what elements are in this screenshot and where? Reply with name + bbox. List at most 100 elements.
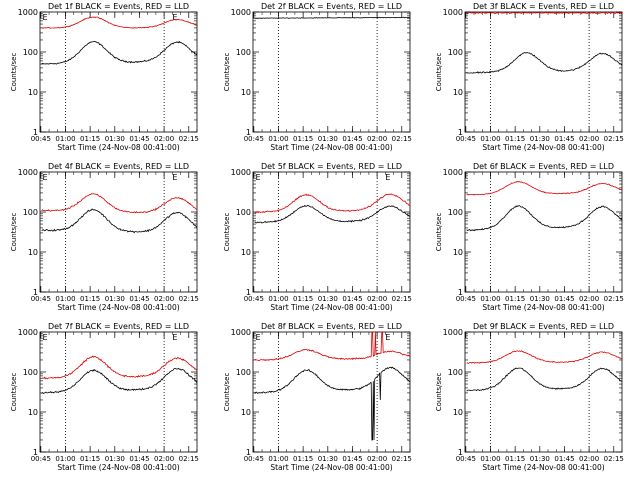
- x-tick-label: 02:15: [179, 135, 199, 143]
- plot-panel-5: Det 5f BLACK = Events, RED = LLD 1 10 100 10…: [223, 162, 412, 312]
- x-tick-label: 01:15: [293, 135, 313, 143]
- x-axis-label: Start Time (24-Nov-08 00:41:00): [57, 303, 179, 312]
- plot-title: Det 6f BLACK = Events, RED = LLD: [473, 162, 614, 171]
- y-axis-label: Counts/sec: [223, 53, 231, 92]
- event-marker-label: E: [42, 173, 47, 182]
- x-tick-label: 02:00: [579, 135, 599, 143]
- x-axis-label: Start Time (24-Nov-08 00:41:00): [482, 303, 604, 312]
- x-tick-label: 01:15: [505, 135, 525, 143]
- y-tick-label: 1000: [18, 328, 38, 337]
- plot-frame: [252, 331, 411, 453]
- plot-title: Det 1f BLACK = Events, RED = LLD: [48, 2, 189, 11]
- x-tick-label: 01:15: [293, 455, 313, 463]
- y-tick-label: 1: [246, 288, 251, 297]
- x-tick-label: 01:45: [342, 295, 362, 303]
- x-tick-label: 01:30: [318, 135, 338, 143]
- series-line-events: [466, 52, 622, 74]
- y-axis-label: Counts/sec: [435, 53, 443, 92]
- y-axis-label: Counts/sec: [223, 213, 231, 252]
- series-line-events: [41, 40, 197, 65]
- x-axis-label: Start Time (24-Nov-08 00:41:00): [57, 143, 179, 152]
- x-axis-label: Start Time (24-Nov-08 00:41:00): [57, 463, 179, 472]
- plot-frame: [464, 331, 623, 453]
- y-tick-label: 10: [453, 248, 463, 257]
- x-tick-label: 02:15: [604, 295, 624, 303]
- x-tick-label: 01:30: [318, 455, 338, 463]
- plot-title: Det 4f BLACK = Events, RED = LLD: [48, 162, 189, 171]
- x-axis-label: Start Time (24-Nov-08 00:41:00): [482, 463, 604, 472]
- x-tick-label: 01:45: [554, 455, 574, 463]
- series-line-events: [254, 366, 410, 441]
- x-tick-label: 01:45: [129, 295, 149, 303]
- x-tick-label: 01:00: [55, 295, 75, 303]
- series-line-lld: [254, 193, 410, 214]
- x-tick-label: 02:00: [367, 295, 387, 303]
- x-tick-label: 01:30: [105, 135, 125, 143]
- x-tick-label: 00:45: [31, 135, 51, 143]
- x-tick-label: 01:30: [530, 295, 550, 303]
- x-tick-label: 02:00: [367, 455, 387, 463]
- event-marker-label: E: [172, 333, 177, 342]
- x-tick-label: 02:15: [604, 135, 624, 143]
- x-tick-label: 01:45: [129, 455, 149, 463]
- y-tick-label: 10: [28, 248, 38, 257]
- series-line-lld: [41, 192, 197, 214]
- event-marker-label: E: [172, 13, 177, 22]
- plot-series-group: [41, 192, 197, 234]
- y-tick-label: 10: [241, 88, 251, 97]
- series-line-lld: [41, 355, 197, 380]
- y-tick-label: 100: [236, 48, 251, 57]
- plot-series-group: [466, 11, 622, 74]
- y-tick-label: 1000: [231, 168, 251, 177]
- plot-series-group: [254, 193, 410, 224]
- y-tick-label: 100: [448, 368, 463, 377]
- y-tick-label: 10: [241, 408, 251, 417]
- series-line-events: [254, 16, 410, 19]
- x-tick-label: 02:15: [392, 135, 412, 143]
- x-tick-label: 02:00: [579, 295, 599, 303]
- x-tick-label: 01:30: [530, 455, 550, 463]
- plot-title: Det 7f BLACK = Events, RED = LLD: [48, 322, 189, 331]
- y-axis-label: Counts/sec: [435, 373, 443, 412]
- series-line-events: [41, 208, 197, 234]
- x-tick-label: 01:15: [80, 295, 100, 303]
- x-tick-label: 01:45: [554, 295, 574, 303]
- event-marker-label: E: [255, 173, 260, 182]
- x-tick-label: 01:00: [268, 295, 288, 303]
- plot-series-group: [41, 16, 197, 65]
- y-tick-label: 1000: [443, 168, 463, 177]
- plot-title: Det 5f BLACK = Events, RED = LLD: [261, 162, 402, 171]
- y-tick-label: 1: [33, 288, 38, 297]
- x-tick-label: 01:00: [55, 455, 75, 463]
- x-tick-label: 01:45: [342, 135, 362, 143]
- x-tick-label: 02:15: [392, 295, 412, 303]
- y-tick-label: 1: [246, 448, 251, 457]
- x-tick-label: 02:00: [579, 455, 599, 463]
- y-tick-label: 10: [28, 88, 38, 97]
- y-axis-label: Counts/sec: [223, 373, 231, 412]
- y-tick-label: 1: [458, 288, 463, 297]
- plot-panel-8: Det 8f BLACK = Events, RED = LLD 1 10 100 10…: [223, 322, 412, 472]
- series-line-events: [466, 367, 622, 392]
- y-tick-label: 1000: [443, 328, 463, 337]
- plot-frame: [39, 11, 198, 133]
- x-tick-label: 02:00: [154, 455, 174, 463]
- x-axis-label: Start Time (24-Nov-08 00:41:00): [482, 143, 604, 152]
- y-tick-label: 1000: [443, 8, 463, 17]
- y-tick-label: 1000: [231, 8, 251, 17]
- x-tick-label: 02:15: [604, 455, 624, 463]
- event-marker-label: E: [42, 333, 47, 342]
- plot-title: Det 2f BLACK = Events, RED = LLD: [261, 2, 402, 11]
- series-line-lld: [254, 331, 410, 362]
- x-tick-label: 02:00: [367, 135, 387, 143]
- plot-frame: [252, 11, 411, 133]
- series-line-events: [466, 205, 622, 232]
- plot-frame: [252, 171, 411, 293]
- x-tick-label: 01:15: [80, 455, 100, 463]
- plot-panel-9: Det 9f BLACK = Events, RED = LLD 1 10 100 10…: [435, 322, 624, 472]
- y-tick-label: 1000: [231, 328, 251, 337]
- plot-series-group: [466, 181, 622, 232]
- event-marker-label: E: [172, 173, 177, 182]
- y-tick-label: 100: [236, 208, 251, 217]
